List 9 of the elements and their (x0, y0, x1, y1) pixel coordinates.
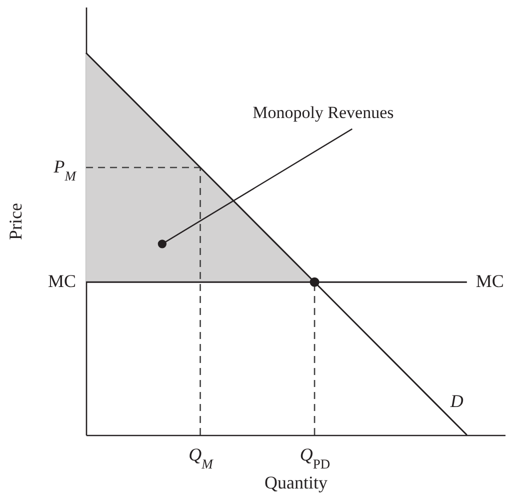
series-label: P$_{M}$ (52, 156, 77, 183)
annotation: Monopoly Revenues (252, 102, 394, 122)
series-label: D (449, 391, 464, 411)
x-tick-label: Q$_{M}$ (188, 444, 214, 471)
y-axis-title: Price (6, 202, 26, 240)
series-label: MC (476, 271, 504, 292)
x-axis-title: Quantity (264, 472, 328, 492)
text: MC (48, 271, 76, 292)
x-tick-label: Q$_{PD}$ (300, 444, 330, 471)
